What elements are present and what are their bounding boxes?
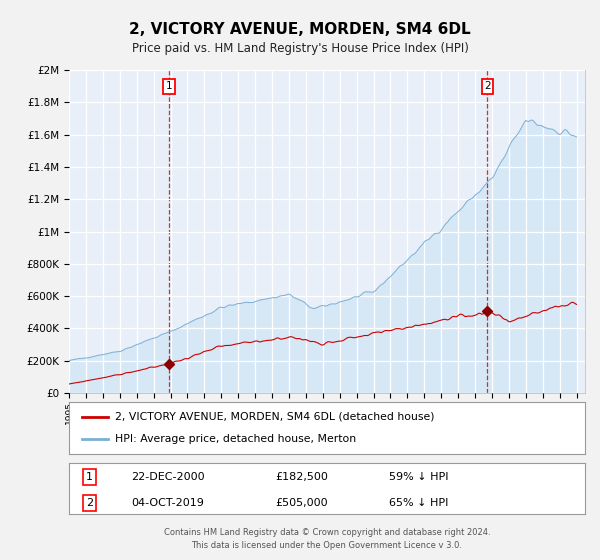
- Text: This data is licensed under the Open Government Licence v 3.0.: This data is licensed under the Open Gov…: [191, 542, 463, 550]
- Text: 2, VICTORY AVENUE, MORDEN, SM4 6DL: 2, VICTORY AVENUE, MORDEN, SM4 6DL: [129, 22, 471, 38]
- Text: Contains HM Land Registry data © Crown copyright and database right 2024.: Contains HM Land Registry data © Crown c…: [164, 528, 490, 537]
- Text: 2, VICTORY AVENUE, MORDEN, SM4 6DL (detached house): 2, VICTORY AVENUE, MORDEN, SM4 6DL (deta…: [115, 412, 435, 422]
- Text: £505,000: £505,000: [275, 498, 328, 508]
- Text: 22-DEC-2000: 22-DEC-2000: [131, 472, 205, 482]
- Text: 2: 2: [484, 81, 491, 91]
- Text: 2: 2: [86, 498, 93, 508]
- Text: 65% ↓ HPI: 65% ↓ HPI: [389, 498, 448, 508]
- Text: 1: 1: [166, 81, 173, 91]
- Text: £182,500: £182,500: [275, 472, 328, 482]
- Text: 04-OCT-2019: 04-OCT-2019: [131, 498, 204, 508]
- Text: 1: 1: [86, 472, 93, 482]
- Text: 59% ↓ HPI: 59% ↓ HPI: [389, 472, 448, 482]
- Text: HPI: Average price, detached house, Merton: HPI: Average price, detached house, Mert…: [115, 434, 356, 444]
- Text: Price paid vs. HM Land Registry's House Price Index (HPI): Price paid vs. HM Land Registry's House …: [131, 42, 469, 55]
